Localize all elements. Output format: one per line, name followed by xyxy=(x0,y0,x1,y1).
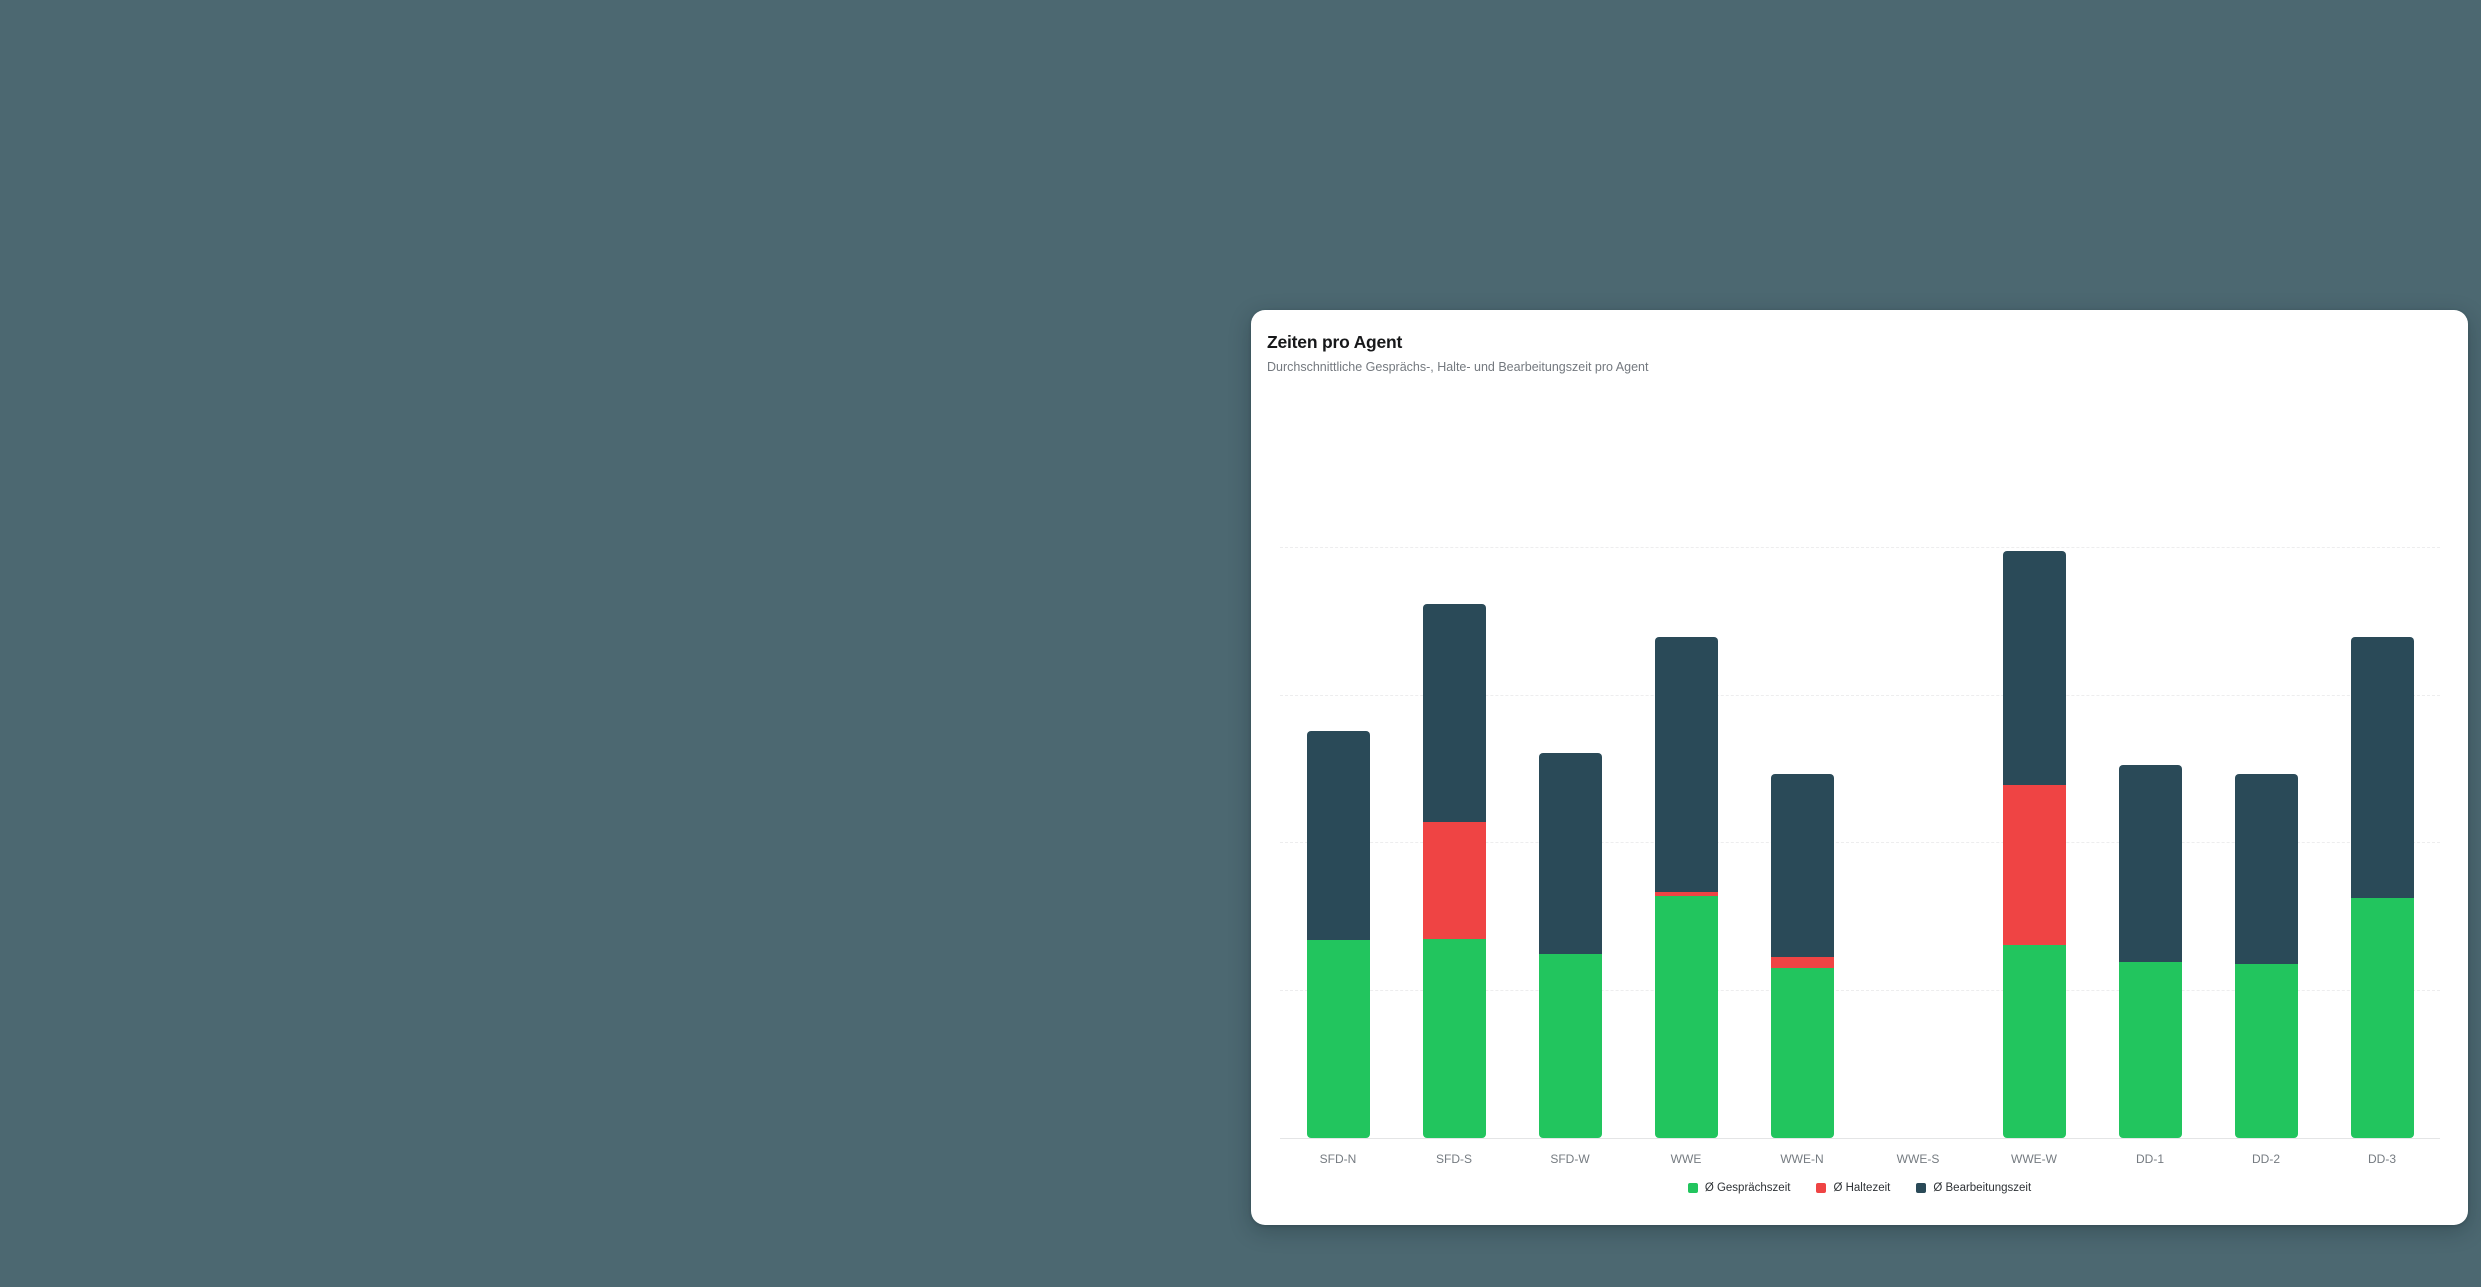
x-axis-label-dd-2: DD-2 xyxy=(2251,1152,2280,1166)
bar-stack-sfd-n xyxy=(1306,730,1370,1138)
chart-title: Zeiten pro Agent xyxy=(1267,332,1403,352)
bar-group-sfd-s xyxy=(1396,548,1512,1138)
bar-segment-gespraechszeit[interactable] xyxy=(2350,897,2414,1138)
bar-segment-gespraechszeit[interactable] xyxy=(1306,940,1370,1138)
bar-stack-wwe-n xyxy=(1770,773,1834,1138)
legend-marker-bearbeitungszeit xyxy=(1916,1183,1927,1193)
bar-segment-bearbeitungszeit[interactable] xyxy=(1770,773,1834,957)
bar-segment-bearbeitungszeit[interactable] xyxy=(1306,730,1370,941)
gridline xyxy=(1280,989,2440,991)
x-axis-label-dd-1: DD-1 xyxy=(2135,1152,2164,1166)
legend-item-bearbeitungszeit: Ø Bearbeitungszeit xyxy=(1916,1182,2031,1194)
bar-stack-wwe-w xyxy=(2002,550,2066,1138)
bar-stack-sfd-s xyxy=(1422,604,1486,1138)
bar-segment-haltezeit[interactable] xyxy=(1422,822,1486,939)
bar-group-sfd-n xyxy=(1280,548,1396,1138)
bar-segment-bearbeitungszeit[interactable] xyxy=(1654,636,1718,892)
chart-subtitle: Durchschnittliche Gesprächs-, Halte- und… xyxy=(1267,360,1649,374)
x-axis-label-wwe-w: WWE-W xyxy=(2011,1152,2057,1166)
chart-card: Zeiten pro Agent Durchschnittliche Gespr… xyxy=(1251,310,2468,1225)
bar-segment-bearbeitungszeit[interactable] xyxy=(2350,636,2414,898)
bar-segment-gespraechszeit[interactable] xyxy=(2118,962,2182,1138)
bar-segment-bearbeitungszeit[interactable] xyxy=(1538,753,1602,954)
bar-segment-gespraechszeit[interactable] xyxy=(1422,938,1486,1138)
bar-segment-gespraechszeit[interactable] xyxy=(1770,968,1834,1138)
bar-group-wwe xyxy=(1628,548,1744,1138)
x-axis-label-sfd-s: SFD-S xyxy=(1436,1152,1472,1166)
bar-segment-bearbeitungszeit[interactable] xyxy=(2002,550,2066,786)
bar-group-dd-1 xyxy=(2092,548,2208,1138)
legend-label-haltezeit: Ø Haltezeit xyxy=(1833,1182,1891,1194)
legend-marker-haltezeit xyxy=(1816,1183,1827,1193)
bar-series-layer xyxy=(1280,548,2440,1138)
legend-label-gespraechszeit: Ø Gesprächszeit xyxy=(1704,1182,1791,1194)
x-axis-labels: SFD-N SFD-S SFD-W WWE WWE-N WWE-S WWE-W DD-1 DD-… xyxy=(1280,1152,2440,1166)
bar-group-dd-3 xyxy=(2324,548,2440,1138)
bar-group-dd-2 xyxy=(2208,548,2324,1138)
bar-segment-gespraechszeit[interactable] xyxy=(2002,944,2066,1138)
bar-stack-dd-3 xyxy=(2350,636,2414,1138)
bar-stack-dd-2 xyxy=(2234,773,2298,1138)
gridline xyxy=(1280,547,2440,548)
bar-group-wwe-n xyxy=(1744,548,1860,1138)
x-axis-label-sfd-w: SFD-W xyxy=(1550,1152,1590,1166)
bar-segment-haltezeit[interactable] xyxy=(1770,956,1834,969)
bar-group-wwe-w xyxy=(1976,548,2092,1138)
legend-marker-gespraechszeit xyxy=(1687,1183,1698,1193)
bar-segment-haltezeit[interactable] xyxy=(2002,785,2066,945)
legend-label-bearbeitungszeit: Ø Bearbeitungszeit xyxy=(1933,1182,2032,1194)
bar-segment-gespraechszeit[interactable] xyxy=(1654,896,1718,1138)
bar-group-wwe-s xyxy=(1860,548,1976,1138)
x-axis-label-dd-3: DD-3 xyxy=(2367,1152,2396,1166)
bar-stack-dd-1 xyxy=(2118,764,2182,1138)
x-axis-label-sfd-n: SFD-N xyxy=(1319,1152,1357,1166)
legend-item-gespraechszeit: Ø Gesprächszeit xyxy=(1687,1182,1791,1194)
bar-segment-haltezeit[interactable] xyxy=(1654,891,1718,897)
chart-card-header: Zeiten pro Agent Durchschnittliche Gespr… xyxy=(1267,332,1648,374)
gridline xyxy=(1280,694,2440,696)
x-axis-label-wwe-n: WWE-N xyxy=(1780,1152,1824,1166)
bar-segment-bearbeitungszeit[interactable] xyxy=(2118,764,2182,963)
gridline xyxy=(1280,842,2440,843)
bar-segment-gespraechszeit[interactable] xyxy=(1538,953,1602,1138)
x-axis-line xyxy=(1280,1138,2440,1139)
bar-segment-bearbeitungszeit[interactable] xyxy=(1422,604,1486,823)
bar-chart-plot xyxy=(1280,547,2440,1139)
chart-legend: Ø Gesprächszeit Ø Haltezeit Ø Bearbeitungs… xyxy=(1251,1182,2468,1194)
x-axis-label-wwe-s: WWE-S xyxy=(1896,1152,1940,1166)
bar-group-sfd-w xyxy=(1512,548,1628,1138)
bar-segment-gespraechszeit[interactable] xyxy=(2234,963,2298,1138)
x-axis-label-wwe: WWE xyxy=(1670,1152,1702,1166)
bar-segment-bearbeitungszeit[interactable] xyxy=(2234,773,2298,964)
bar-stack-sfd-w xyxy=(1538,753,1602,1138)
bar-stack-wwe xyxy=(1654,636,1718,1138)
legend-item-haltezeit: Ø Haltezeit xyxy=(1816,1182,1890,1194)
